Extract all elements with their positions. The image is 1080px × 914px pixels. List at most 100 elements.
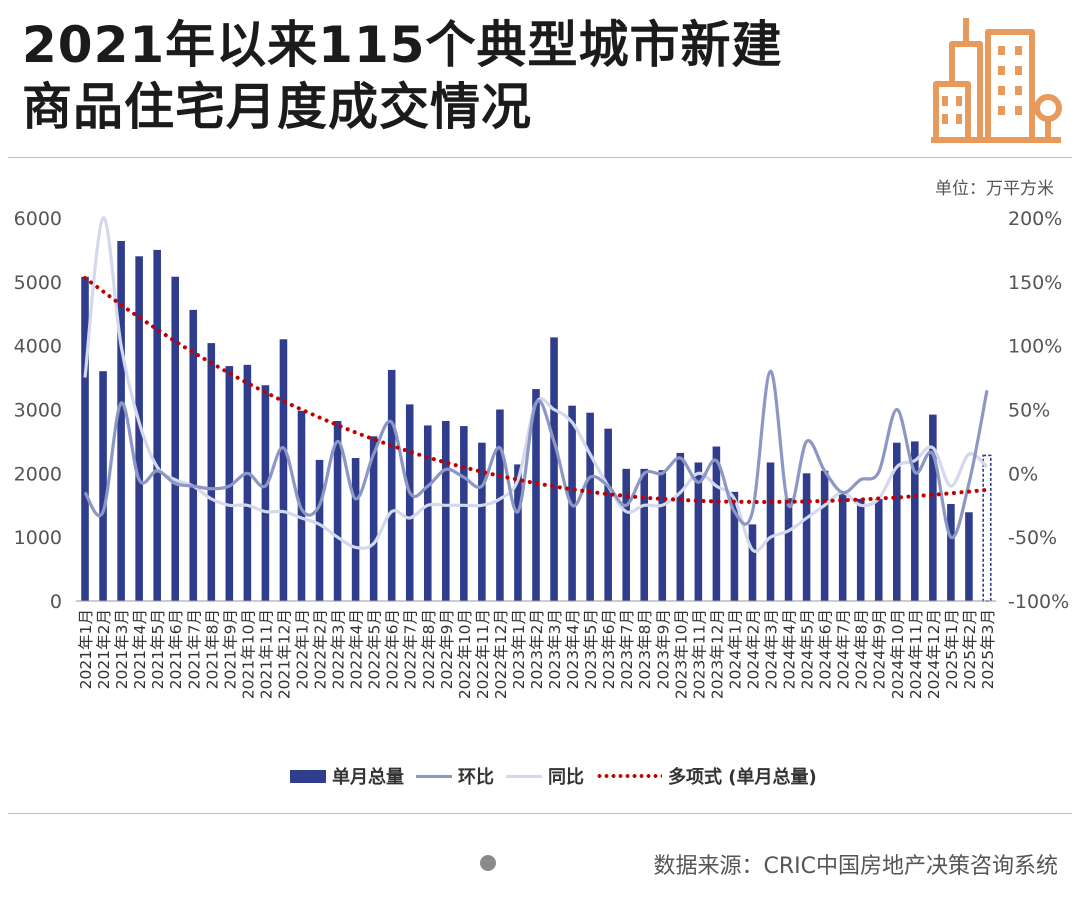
bar [874, 498, 883, 601]
building-icon [931, 18, 1062, 143]
bar [460, 426, 468, 601]
x-tick-label: 2022年3月 [330, 609, 348, 689]
x-tick-label: 2024年10月 [889, 609, 907, 699]
x-tick-label: 2025年2月 [961, 609, 979, 689]
legend-item-mom: 环比 [416, 763, 494, 789]
bar [351, 458, 360, 601]
y-right-tick-label: 100% [1008, 336, 1062, 358]
bar [333, 420, 342, 601]
x-tick-label: 2023年11月 [690, 609, 708, 699]
bar [784, 498, 793, 601]
y-left-tick-label: 5000 [14, 272, 62, 294]
x-tick-label: 2024年4月 [781, 609, 799, 689]
legend: 单月总量 环比 同比 多项式 (单月总量) [290, 764, 829, 788]
y-left-tick-label: 3000 [14, 400, 62, 422]
bar [586, 412, 594, 601]
x-tick-label: 2025年1月 [943, 609, 961, 689]
bar [676, 452, 685, 601]
bar [856, 498, 865, 601]
x-tick-label: 2023年7月 [618, 609, 636, 689]
x-tick-label: 2021年7月 [185, 609, 203, 689]
x-tick-label: 2023年4月 [564, 609, 582, 689]
bar [117, 240, 125, 602]
unit-label: 单位：万平方米 [935, 179, 1054, 199]
x-tick-label: 2022年8月 [420, 609, 438, 689]
legend-label-mom: 环比 [458, 767, 494, 788]
x-tick-label: 2021年1月 [77, 609, 95, 689]
bar [947, 503, 955, 601]
x-tick-label: 2025年3月 [979, 609, 997, 689]
bar [369, 436, 378, 601]
bar [153, 249, 161, 601]
y-right-tick-label: 150% [1008, 272, 1062, 294]
legend-label-trend: 多项式 (单月总量) [668, 767, 817, 788]
x-tick-label: 2024年1月 [726, 609, 744, 689]
bar [189, 309, 198, 601]
y-right-tick-label: 50% [1008, 400, 1050, 422]
legend-swatch-bar [290, 769, 326, 783]
bar [261, 385, 270, 601]
bottom-divider [8, 813, 1072, 814]
bar [279, 339, 288, 601]
x-tick-label: 2021年8月 [203, 609, 221, 689]
legend-label-total: 单月总量 [332, 767, 404, 788]
line-series-layer [83, 216, 989, 553]
x-tick-label: 2022年12月 [492, 609, 510, 699]
y-left-tick-label: 1000 [14, 527, 62, 549]
y-right-tick-label: 0% [1008, 463, 1038, 485]
bar [423, 425, 432, 601]
data-source: 数据来源：CRIC中国房地产决策咨询系统 [653, 854, 1059, 879]
bar [171, 276, 180, 601]
x-tick-label: 2022年10月 [456, 609, 474, 699]
bar [315, 459, 324, 601]
legend-item-yoy: 同比 [506, 763, 584, 789]
x-tick-label: 2022年7月 [402, 609, 420, 689]
bar [81, 276, 89, 601]
bar [243, 364, 252, 601]
bar [802, 473, 811, 601]
title-line-1: 2021年以来115个典型城市新建 [22, 16, 783, 74]
bar [892, 442, 901, 601]
x-tick-label: 2021年3月 [113, 609, 131, 689]
bar [514, 464, 522, 601]
title-line-2: 商品住宅月度成交情况 [22, 78, 532, 136]
y-right-tick-label: 200% [1008, 208, 1062, 230]
x-tick-label: 2023年9月 [654, 609, 672, 689]
bar [478, 442, 486, 601]
legend-swatch-trend [596, 774, 662, 778]
trend-line [83, 276, 989, 504]
bar [207, 343, 216, 601]
axis-layer: 0 1000 2000 3000 4000 5000 6000 -100% -50% 0% 50% 1… [14, 208, 1070, 699]
y-left-tick-label: 2000 [14, 463, 62, 485]
bar [712, 446, 721, 601]
x-tick-label: 2022年1月 [293, 609, 311, 689]
legend-item-trend: 多项式 (单月总量) [596, 763, 817, 789]
x-tick-label: 2021年4月 [131, 609, 149, 689]
chart-title: 2021年以来115个典型城市新建 商品住宅月度成交情况 [22, 14, 902, 138]
x-tick-label: 2021年12月 [275, 609, 293, 699]
x-tick-label: 2023年10月 [672, 609, 690, 699]
bar [225, 366, 234, 601]
bar [604, 428, 612, 601]
y-left-tick-label: 6000 [14, 208, 62, 230]
bar [135, 256, 143, 601]
bar [496, 409, 504, 601]
x-tick-label: 2023年2月 [528, 609, 546, 689]
x-tick-label: 2022年2月 [312, 609, 330, 689]
x-tick-label: 2024年7月 [835, 609, 853, 689]
mom-line [83, 369, 989, 540]
bullet-icon [480, 855, 496, 871]
x-tick-label: 2021年6月 [167, 609, 185, 689]
bar [929, 414, 937, 601]
bar [748, 524, 757, 601]
x-tick-label: 2024年3月 [763, 609, 781, 689]
bar [730, 491, 739, 601]
x-tick-label: 2022年5月 [366, 609, 384, 689]
bar [911, 441, 919, 601]
x-tick-label: 2022年6月 [384, 609, 402, 689]
bar [532, 389, 540, 601]
legend-item-total: 单月总量 [290, 763, 404, 789]
legend-swatch-mom [416, 774, 452, 778]
y-left-tick-label: 4000 [14, 336, 62, 358]
bar [640, 468, 649, 601]
